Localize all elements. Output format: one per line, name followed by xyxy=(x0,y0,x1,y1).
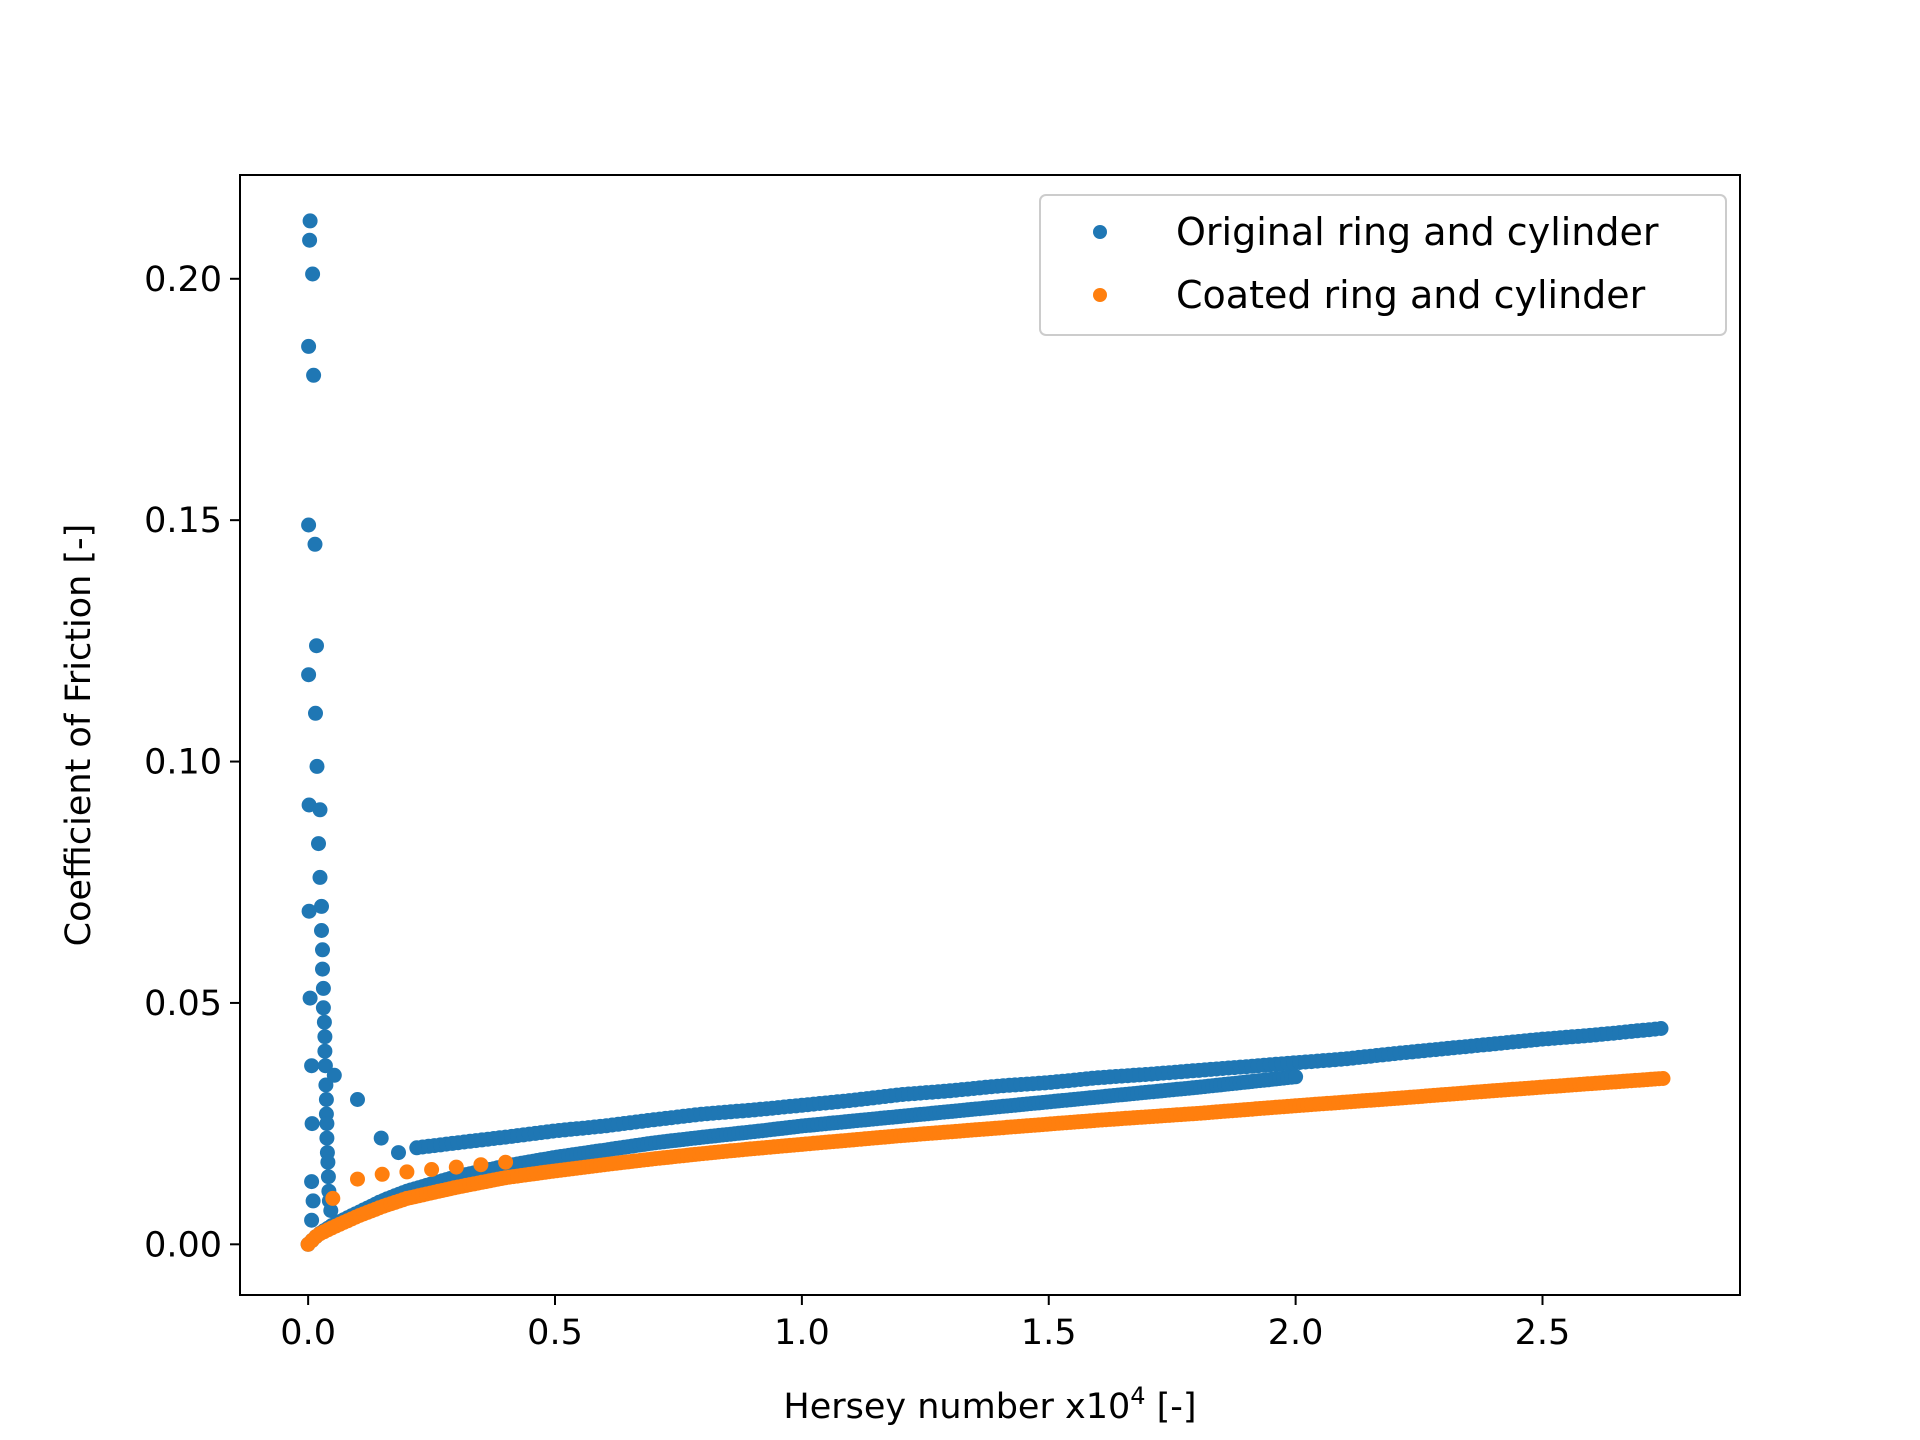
data-point-original xyxy=(314,923,329,938)
legend-label-coated: Coated ring and cylinder xyxy=(1176,273,1646,317)
data-point-original xyxy=(1288,1069,1304,1085)
data-point-coated xyxy=(374,1166,390,1182)
data-point-original xyxy=(315,980,331,996)
data-point-original xyxy=(1653,1021,1669,1036)
x-tick-label: 1.5 xyxy=(1021,1313,1077,1353)
data-point-original xyxy=(304,1174,320,1190)
x-axis: 0.0 0.5 1.0 1.5 2.0 2.5 xyxy=(280,1295,1570,1353)
data-point-original xyxy=(314,898,329,914)
data-point-original xyxy=(304,1058,320,1074)
data-point-coated xyxy=(498,1154,514,1170)
y-tick-label: 0.05 xyxy=(144,984,222,1024)
data-point-original xyxy=(312,802,328,818)
y-tick-label: 0.10 xyxy=(144,743,222,783)
data-point-original xyxy=(373,1130,389,1146)
legend-marker-original xyxy=(1093,225,1107,239)
data-point-original xyxy=(301,338,317,354)
data-point-original xyxy=(318,1092,334,1107)
x-tick-label: 2.5 xyxy=(1515,1313,1571,1353)
data-point-original xyxy=(350,1092,365,1107)
x-tick-label: 0.5 xyxy=(527,1313,583,1353)
series-coated-ring-and-cylinder xyxy=(300,1071,1671,1252)
y-axis-label: Coefficient of Friction [-] xyxy=(59,524,99,947)
data-point-original xyxy=(304,1116,320,1132)
data-point-original xyxy=(317,1058,333,1074)
data-point-original xyxy=(315,961,330,977)
data-point-original xyxy=(301,517,317,533)
data-point-original xyxy=(319,1116,335,1132)
x-tick-label: 1.0 xyxy=(774,1313,830,1353)
x-tick-label: 2.0 xyxy=(1268,1313,1324,1353)
data-point-original xyxy=(304,1212,320,1228)
legend-label-original: Original ring and cylinder xyxy=(1176,210,1659,254)
x-tick-label: 0.0 xyxy=(280,1313,336,1353)
data-point-original xyxy=(305,1193,321,1209)
data-point-original xyxy=(319,1130,335,1146)
data-point-original xyxy=(305,266,321,282)
data-point-original xyxy=(302,990,318,1006)
legend-marker-coated xyxy=(1093,288,1107,302)
data-point-original xyxy=(309,758,325,774)
data-point-original xyxy=(326,1067,342,1083)
data-point-coated xyxy=(424,1162,440,1177)
y-tick-label: 0.00 xyxy=(144,1225,222,1265)
y-axis: 0.00 0.05 0.10 0.15 0.20 xyxy=(144,260,240,1265)
data-point-original xyxy=(306,367,322,383)
x-axis-label-superscript: 4 xyxy=(1130,1382,1145,1410)
data-point-original xyxy=(302,213,318,229)
data-point-original xyxy=(309,638,324,654)
data-point-original xyxy=(318,1077,334,1093)
x-axis-label: Hersey number x104 [-] xyxy=(783,1382,1196,1427)
data-point-original xyxy=(308,705,323,721)
legend-box xyxy=(1039,194,1727,336)
data-point-original xyxy=(391,1145,406,1161)
data-point-original xyxy=(323,1203,339,1218)
y-tick-label: 0.15 xyxy=(144,501,222,541)
data-point-original xyxy=(320,1154,336,1170)
legend: Original ring and cylinder Coated ring a… xyxy=(1039,194,1727,336)
data-point-original xyxy=(317,1043,333,1059)
data-point-coated xyxy=(448,1159,464,1175)
plot-area xyxy=(300,213,1671,1252)
data-point-original xyxy=(301,667,317,683)
data-point-coated xyxy=(473,1157,489,1173)
data-point-original xyxy=(316,1014,332,1030)
data-point-original xyxy=(317,1029,333,1045)
axes-frame xyxy=(239,174,1741,1296)
data-point-original xyxy=(302,232,318,248)
data-point-original xyxy=(312,869,328,885)
data-point-original xyxy=(315,942,330,958)
data-point-original xyxy=(307,536,323,552)
data-point-coated xyxy=(1655,1071,1671,1086)
data-point-original xyxy=(320,1169,336,1185)
data-point-coated xyxy=(350,1171,365,1187)
data-point-original xyxy=(311,836,326,852)
data-point-coated xyxy=(399,1164,415,1180)
data-point-coated xyxy=(325,1190,341,1206)
y-tick-label: 0.20 xyxy=(144,260,222,300)
data-point-original xyxy=(315,1000,331,1016)
data-point-original xyxy=(301,903,317,919)
